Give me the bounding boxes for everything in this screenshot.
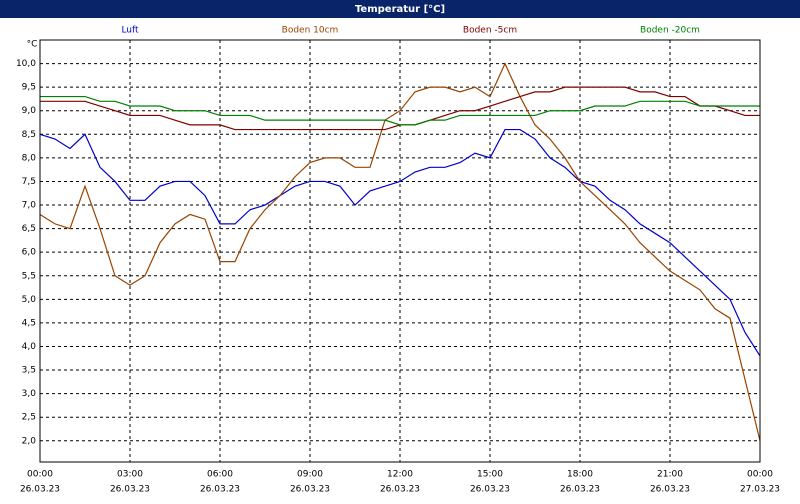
y-unit: °C [27,40,38,50]
x-tick-date: 26.03.23 [650,485,690,495]
y-tick-label: 7,5 [22,177,36,187]
x-tick-date: 26.03.23 [380,485,420,495]
y-tick-label: 6,0 [22,248,37,258]
x-tick-label: 09:00 [297,470,323,480]
x-tick-label: 00:00 [747,470,773,480]
legend-entry: Boden -20cm [640,26,700,36]
x-tick-date: 26.03.23 [290,485,330,495]
y-tick-label: 3,0 [22,389,37,399]
y-tick-label: 4,5 [22,318,36,328]
y-tick-label: 3,5 [22,366,36,376]
x-tick-label: 12:00 [387,470,413,480]
y-tick-label: 9,5 [22,83,36,93]
y-tick-label: 5,5 [22,271,36,281]
plot-frame [39,39,761,463]
y-tick-label: 6,5 [22,224,36,234]
y-tick-label: 8,0 [22,153,37,163]
y-tick-label: 2,0 [22,436,37,446]
x-tick-date: 27.03.23 [740,485,780,495]
legend-entry: Boden 10cm [282,26,339,36]
x-tick-date: 26.03.23 [20,485,60,495]
series-line [39,62,761,441]
x-tick-date: 26.03.23 [200,485,240,495]
legend-entry: Luft [121,26,139,36]
series-line [39,128,761,357]
x-tick-label: 06:00 [207,470,233,480]
y-tick-label: 2,5 [22,413,36,423]
y-tick-label: 4,0 [22,342,37,352]
y-tick-label: 9,0 [22,106,37,116]
chart-title: Temperatur [°C] [355,4,445,15]
y-tick-label: 10,0 [16,59,36,69]
x-tick-label: 18:00 [567,470,593,480]
x-tick-label: 00:00 [27,470,53,480]
y-tick-label: 8,5 [22,130,36,140]
y-tick-label: 7,0 [22,201,37,211]
series-line [40,95,760,126]
legend-entry: Boden -5cm [463,26,517,36]
x-tick-label: 03:00 [117,470,143,480]
x-tick-label: 21:00 [657,470,683,480]
y-tick-label: 5,0 [22,295,37,305]
x-tick-date: 26.03.23 [110,485,150,495]
title-bar [0,0,800,18]
x-tick-label: 15:00 [477,470,503,480]
x-tick-date: 26.03.23 [470,485,510,495]
x-tick-date: 26.03.23 [560,485,600,495]
